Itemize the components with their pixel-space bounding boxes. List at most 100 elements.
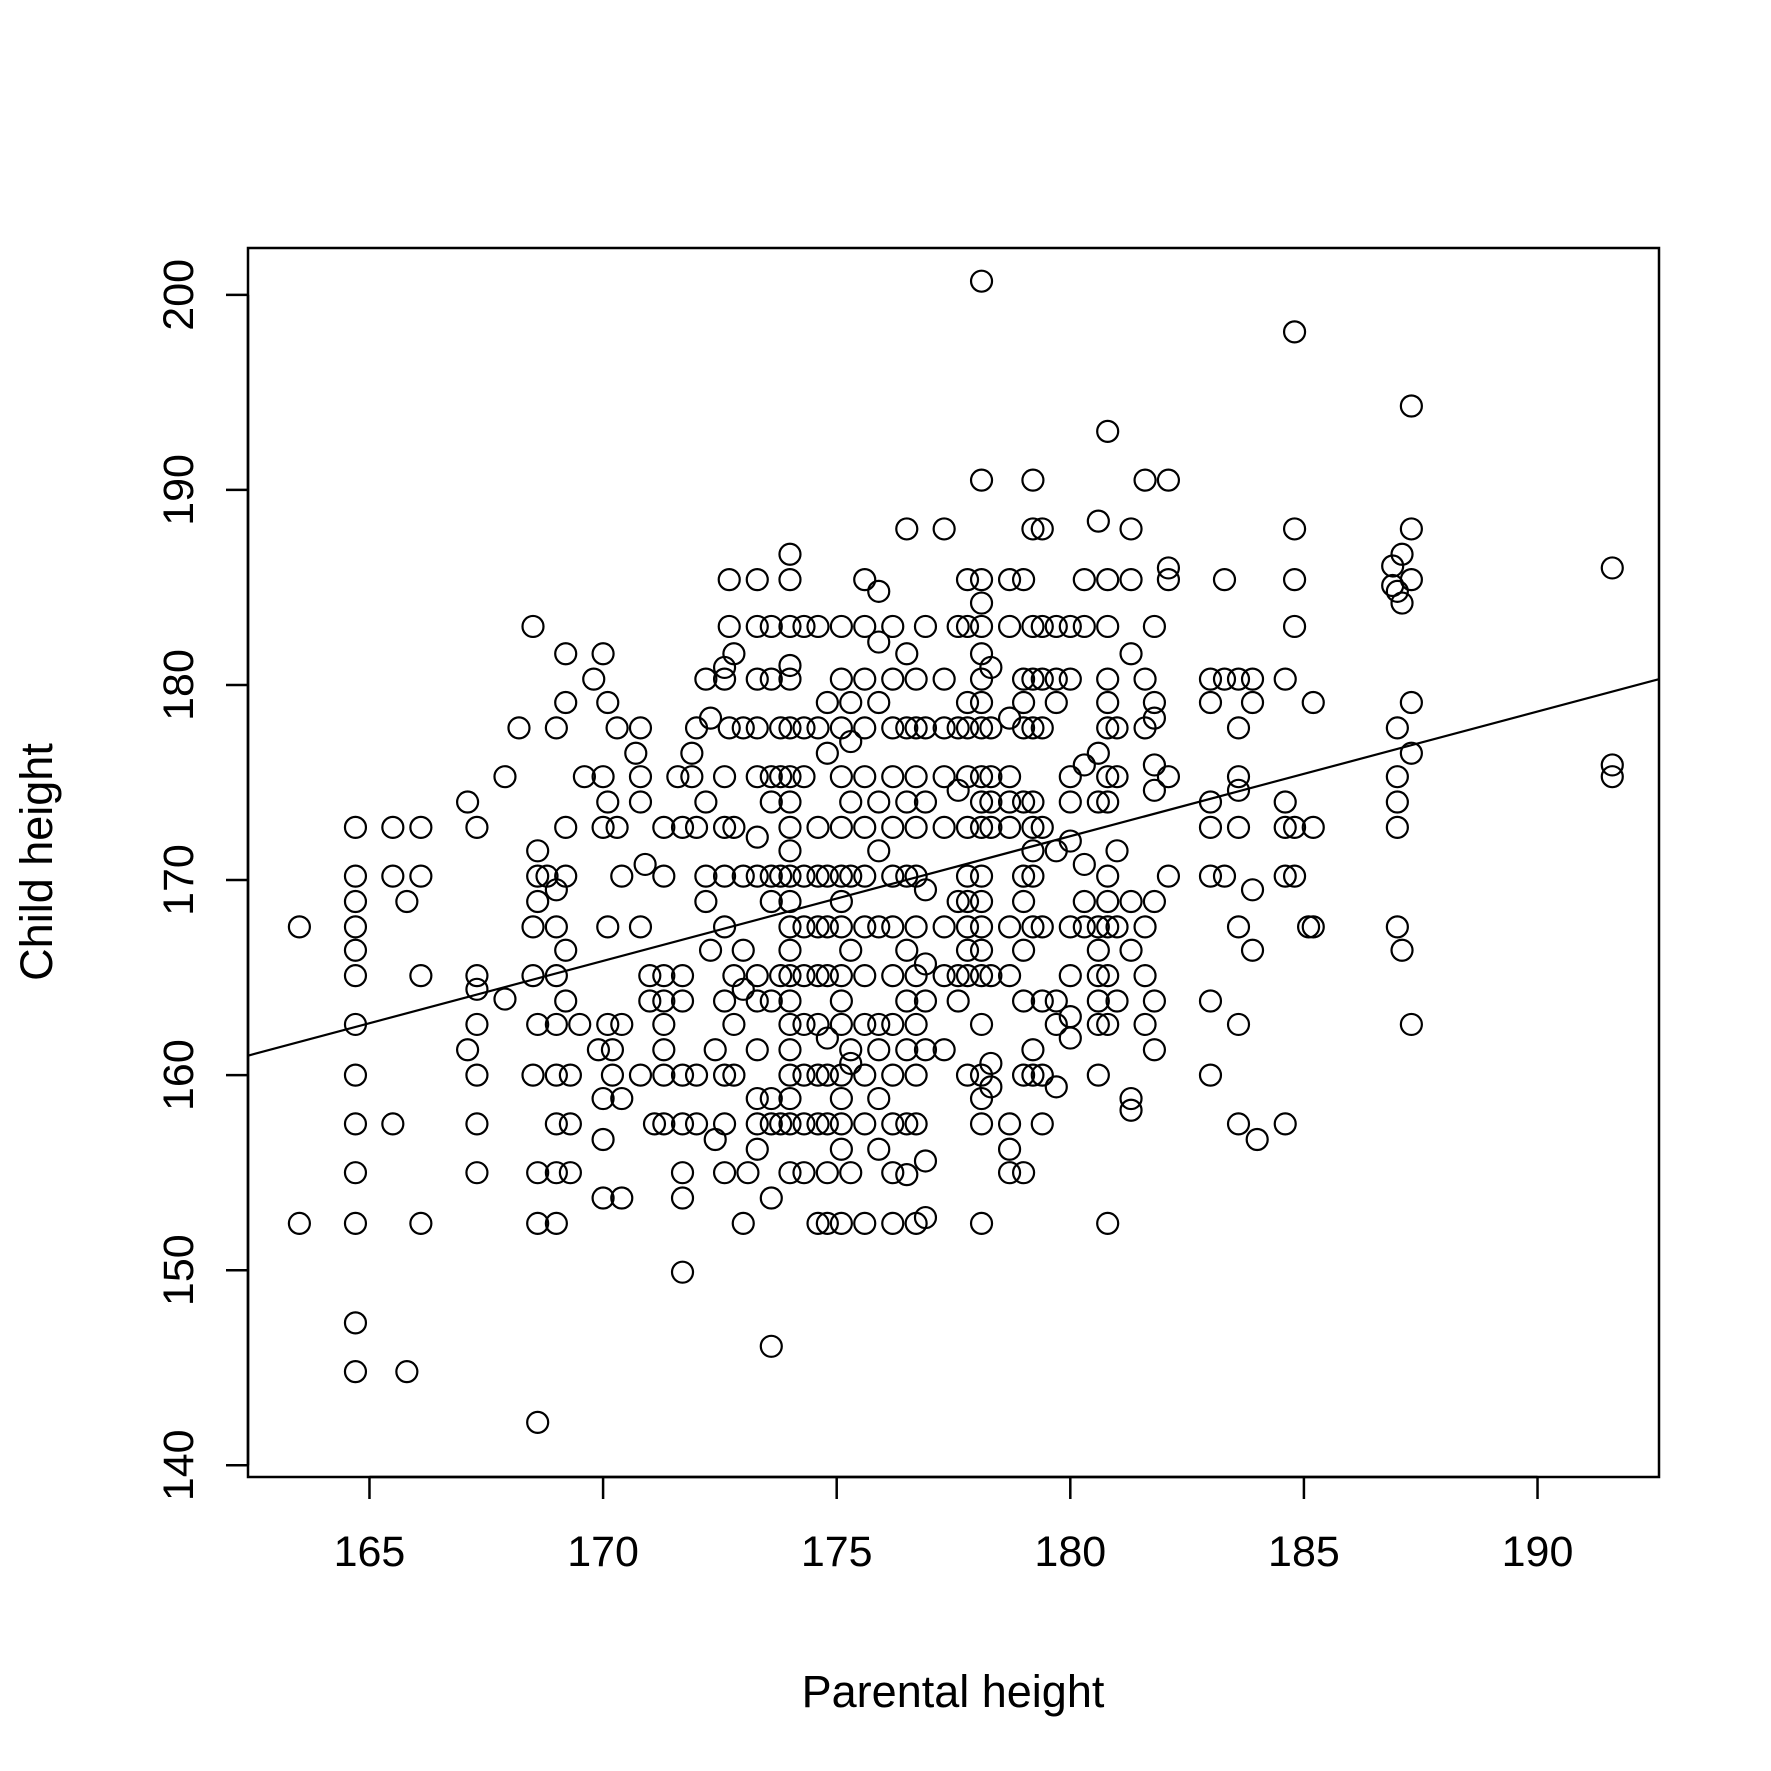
- data-point: [558, 1063, 582, 1087]
- data-point: [1226, 915, 1251, 939]
- data-point: [596, 790, 620, 814]
- data-point: [778, 1086, 802, 1111]
- data-point: [1072, 852, 1096, 877]
- data-point: [867, 1012, 891, 1037]
- data-point: [343, 1211, 368, 1235]
- data-point: [815, 1063, 839, 1087]
- data-point: [526, 839, 550, 863]
- data-point: [867, 915, 891, 939]
- data-point: [969, 765, 994, 789]
- data-point: [1096, 964, 1120, 988]
- data-point: [554, 864, 578, 888]
- data-point: [815, 915, 839, 939]
- data-point: [839, 729, 863, 754]
- data-point: [670, 1260, 695, 1284]
- data-point: [955, 864, 980, 888]
- data-point: [633, 852, 657, 877]
- data-point: [670, 1186, 695, 1210]
- data-point: [946, 889, 970, 914]
- data-point: [778, 889, 802, 914]
- data-point: [829, 964, 853, 988]
- data-point: [778, 1161, 802, 1185]
- data-point: [1096, 690, 1120, 715]
- data-point: [1399, 1012, 1423, 1037]
- data-point: [343, 938, 368, 962]
- data-point: [946, 716, 970, 740]
- data-point: [778, 864, 802, 888]
- data-point: [1030, 667, 1054, 691]
- data-point: [1226, 765, 1251, 789]
- data-point: [1399, 690, 1423, 715]
- data-point: [1072, 753, 1096, 777]
- data-point: [526, 1410, 550, 1434]
- data-point: [829, 1112, 853, 1136]
- data-point: [544, 1161, 568, 1185]
- data-point: [343, 889, 368, 914]
- data-point: [1156, 568, 1181, 592]
- data-point: [1011, 889, 1036, 914]
- data-point: [591, 815, 615, 839]
- data-point: [544, 716, 568, 740]
- data-point: [815, 741, 839, 765]
- data-point: [1058, 829, 1082, 853]
- data-point: [1385, 579, 1409, 603]
- x-tick-label: 180: [1034, 1528, 1106, 1576]
- data-point: [759, 989, 783, 1013]
- data-point: [955, 716, 980, 740]
- data-point: [778, 839, 802, 863]
- data-point: [684, 815, 709, 839]
- data-point: [955, 815, 980, 839]
- data-point: [769, 765, 793, 789]
- y-axis: 140 150 160 170 180 190 200: [155, 259, 250, 1501]
- data-point: [913, 878, 938, 902]
- data-point: [969, 716, 994, 740]
- y-tick-label: 140: [155, 1429, 203, 1501]
- data-point: [1096, 915, 1120, 939]
- data-point: [932, 815, 956, 839]
- data-point: [1086, 790, 1110, 814]
- data-point: [703, 1127, 727, 1152]
- data-point: [544, 1063, 568, 1087]
- data-point: [1058, 790, 1082, 814]
- data-point: [455, 790, 480, 814]
- data-point: [969, 938, 994, 962]
- data-point: [829, 915, 853, 939]
- data-point: [853, 614, 877, 639]
- data-point: [806, 1063, 830, 1087]
- data-point: [526, 864, 550, 888]
- data-point: [1142, 706, 1167, 730]
- data-point: [1072, 889, 1096, 914]
- data-point: [1600, 765, 1624, 789]
- data-point: [769, 864, 793, 888]
- data-point: [969, 815, 994, 839]
- data-point: [722, 642, 746, 666]
- data-point: [1021, 716, 1045, 740]
- data-point: [1385, 716, 1409, 740]
- data-point: [381, 864, 405, 888]
- data-point: [670, 1063, 695, 1087]
- data-point: [1390, 938, 1414, 962]
- data-point: [979, 655, 1003, 680]
- data-point: [1096, 568, 1120, 592]
- y-tick-label: 180: [155, 649, 203, 721]
- data-point: [544, 1112, 568, 1136]
- data-point: [1044, 614, 1068, 639]
- data-point: [815, 1026, 839, 1050]
- data-point: [792, 915, 816, 939]
- data-point: [829, 815, 853, 839]
- data-point: [1072, 915, 1096, 939]
- data-point: [1156, 864, 1181, 888]
- data-point: [969, 468, 994, 492]
- data-point: [881, 716, 905, 740]
- data-point: [997, 815, 1022, 839]
- data-point: [1198, 790, 1223, 814]
- data-point: [736, 1161, 760, 1185]
- data-point: [1198, 989, 1223, 1013]
- data-point: [1021, 839, 1045, 863]
- data-point: [638, 989, 662, 1013]
- data-point: [465, 1161, 489, 1185]
- data-point: [1399, 517, 1423, 541]
- data-point: [867, 790, 891, 814]
- data-point: [1301, 915, 1325, 939]
- data-point: [670, 964, 695, 988]
